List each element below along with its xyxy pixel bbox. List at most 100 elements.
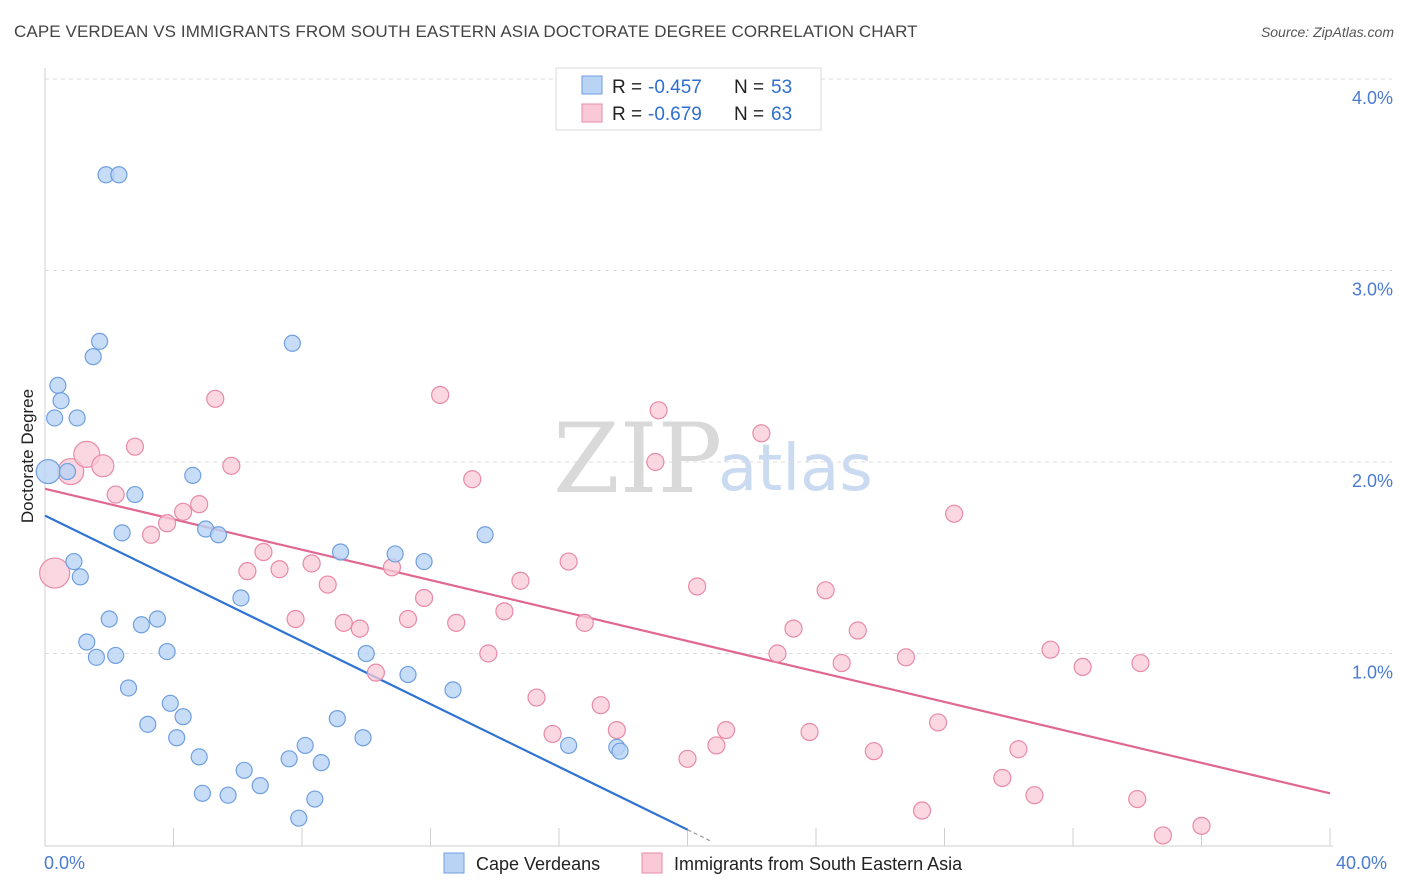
legend-n-value-1: 53	[771, 77, 792, 98]
point-pink	[848, 621, 867, 640]
axes	[44, 68, 1333, 847]
chart-title: CAPE VERDEAN VS IMMIGRANTS FROM SOUTH EA…	[14, 22, 918, 41]
point-blue	[168, 729, 186, 747]
legend-swatch-blue	[581, 75, 603, 95]
point-pink	[190, 495, 209, 514]
series-legend-label-2: Immigrants from South Eastern Asia	[674, 854, 963, 874]
point-pink	[945, 504, 964, 523]
legend-n-label-1: N =	[734, 77, 764, 98]
point-blue	[132, 616, 150, 634]
legend-n-value-2: 63	[771, 104, 792, 125]
point-blue	[611, 742, 629, 760]
point-blue	[126, 485, 144, 504]
point-pink	[141, 525, 161, 544]
point-blue	[235, 761, 253, 779]
point-blue	[193, 784, 212, 802]
point-blue	[306, 790, 324, 808]
point-pink	[688, 577, 707, 596]
point-pink	[800, 722, 819, 742]
point-pink	[575, 613, 594, 632]
point-blue	[251, 777, 269, 795]
point-blue	[560, 736, 578, 755]
point-blue	[78, 633, 96, 651]
point-pink	[646, 452, 665, 472]
legend-r-label-1: R =	[612, 77, 642, 98]
legend-r-value-1: -0.457	[648, 77, 702, 98]
point-pink	[832, 653, 851, 673]
trend-lines	[44, 487, 1331, 842]
watermark-zip: ZIP	[553, 403, 722, 515]
point-blue	[139, 715, 157, 733]
point-pink	[511, 571, 530, 590]
point-blue	[184, 466, 202, 485]
x-tick-label-max: 40.0%	[1336, 853, 1387, 873]
point-blue	[354, 729, 372, 747]
source-credit: Source: ZipAtlas.com	[1260, 24, 1394, 40]
point-blue	[357, 644, 375, 663]
point-blue	[71, 568, 89, 586]
point-blue	[110, 166, 128, 184]
trend-line-pink	[44, 487, 1331, 795]
data-points	[35, 166, 1211, 845]
point-pink	[1153, 826, 1173, 845]
point-pink	[527, 688, 546, 707]
gridlines	[45, 78, 1392, 654]
point-blue	[415, 552, 433, 571]
point-blue	[46, 409, 64, 427]
point-blue	[399, 665, 417, 684]
point-blue	[283, 334, 301, 352]
point-blue	[444, 681, 462, 699]
point-blue	[148, 610, 167, 628]
point-pink	[896, 648, 916, 667]
point-pink	[286, 609, 305, 629]
point-pink	[784, 619, 803, 638]
point-pink	[1025, 786, 1044, 805]
point-blue	[100, 610, 118, 628]
x-tick-label-min: 0.0%	[44, 853, 85, 873]
point-pink	[752, 424, 771, 443]
point-pink	[1131, 653, 1150, 673]
point-blue	[161, 694, 179, 712]
point-pink	[707, 736, 726, 755]
point-blue	[68, 409, 86, 427]
point-pink	[318, 575, 337, 594]
point-pink	[912, 801, 932, 820]
point-blue	[84, 348, 102, 366]
point-pink	[716, 720, 736, 740]
legend-swatch-pink	[581, 103, 603, 123]
point-pink	[414, 588, 434, 608]
point-blue	[296, 736, 314, 755]
point-pink	[993, 768, 1012, 788]
point-pink	[398, 609, 418, 629]
point-pink	[1128, 789, 1147, 809]
point-pink	[254, 542, 273, 562]
y-tick-label: 1.0%	[1352, 663, 1393, 683]
point-blue	[312, 754, 330, 772]
point-pink	[607, 720, 626, 740]
point-blue	[219, 786, 237, 804]
trend-line-blue	[44, 514, 688, 831]
point-blue	[119, 679, 138, 697]
point-blue	[113, 524, 131, 542]
point-pink	[206, 389, 225, 408]
point-pink	[334, 613, 353, 632]
point-blue	[280, 750, 298, 768]
point-pink	[479, 644, 498, 663]
point-blue	[107, 646, 125, 665]
point-blue	[91, 332, 109, 350]
point-pink	[91, 454, 115, 478]
point-pink	[678, 749, 697, 768]
point-blue	[290, 809, 308, 827]
point-pink	[270, 560, 289, 579]
point-pink	[543, 724, 562, 744]
point-pink	[350, 619, 369, 638]
point-blue	[476, 526, 494, 544]
series-legend-swatch-pink	[641, 852, 663, 874]
y-tick-label: 3.0%	[1352, 280, 1393, 300]
point-blue	[158, 642, 176, 661]
point-pink	[1009, 740, 1028, 759]
point-pink	[431, 385, 450, 405]
point-pink	[1192, 816, 1211, 835]
point-blue	[65, 552, 83, 571]
point-pink	[1041, 640, 1060, 659]
